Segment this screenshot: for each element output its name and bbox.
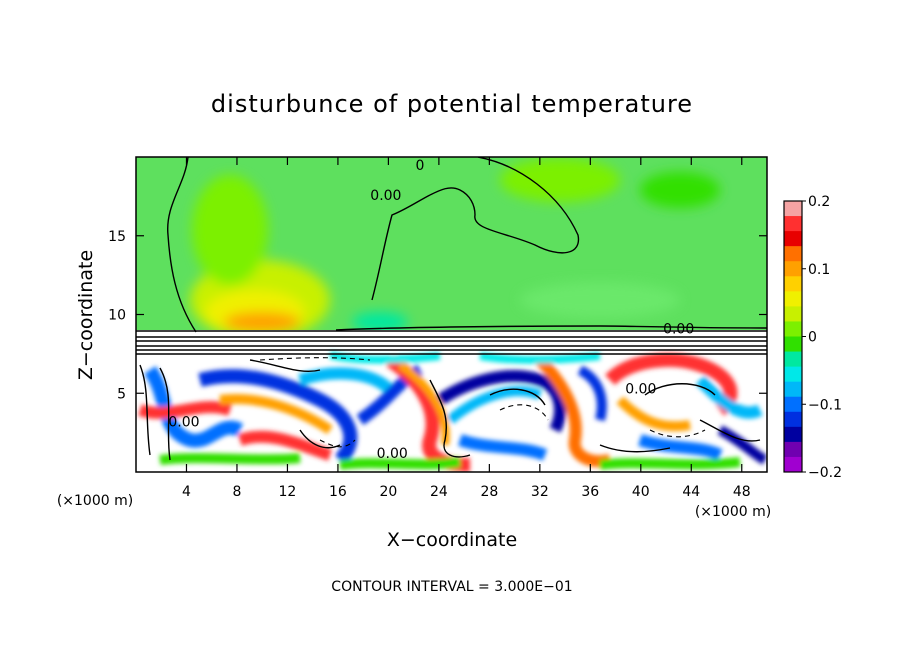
x-tick-label: 20 [379, 484, 397, 500]
colorbar-tick-label: −0.1 [808, 397, 842, 413]
colorbar-swatch [784, 366, 802, 383]
colorbar-swatch [784, 456, 802, 473]
y-tick-label: 5 [117, 386, 126, 402]
contour-label: 0.00 [625, 382, 656, 398]
colorbar-swatch [784, 231, 802, 247]
colorbar-swatch [784, 426, 802, 443]
x-tick-label: 48 [733, 484, 751, 500]
x-tick-label: 4 [182, 484, 191, 500]
upper-field-anomalies [190, 158, 720, 340]
contour-label: 0.00 [663, 322, 694, 338]
colorbar-tick-label: 0 [808, 330, 817, 346]
colorbar-swatch [784, 411, 802, 428]
x-tick-label: 44 [682, 484, 700, 500]
colorbar-tick-label: 0.1 [808, 262, 830, 278]
colorbar-swatch [784, 351, 802, 368]
contour-label: 0.00 [377, 446, 408, 462]
contour-label: 0.00 [168, 415, 199, 431]
contour-label: 0 [415, 158, 424, 174]
x-unit-label-right: (×1000 m) [695, 504, 771, 520]
y-axis-label: Z−coordinate [75, 250, 97, 380]
x-unit-label-left: (×1000 m) [57, 493, 133, 509]
colorbar-swatch [784, 246, 802, 262]
colorbar-swatch [784, 396, 802, 413]
x-tick-label: 16 [329, 484, 347, 500]
colorbar-tick-label: 0.2 [808, 194, 830, 210]
chart-title: disturbunce of potential temperature [211, 90, 693, 118]
colorbar-swatch [784, 291, 802, 307]
colorbar-tick-label: −0.2 [808, 465, 842, 481]
lower-field-swirls [138, 351, 767, 472]
y-axis-ticks: 5 10 15 [108, 229, 767, 402]
x-tick-label: 32 [531, 484, 549, 500]
y-tick-label: 15 [108, 229, 126, 245]
colorbar-swatch [784, 201, 802, 217]
colorbar-swatch [784, 276, 802, 292]
x-tick-label: 28 [480, 484, 498, 500]
colorbar: 0.2 0.1 0 −0.1 −0.2 [783, 194, 842, 481]
y-tick-label: 10 [108, 308, 126, 324]
contour-lines [136, 157, 767, 461]
x-tick-label: 24 [430, 484, 448, 500]
x-tick-label: 8 [232, 484, 241, 500]
colorbar-swatch [784, 306, 802, 322]
contour-labels: 0.00 0 0.00 0.00 0.00 0.00 [168, 158, 694, 462]
colorbar-swatch [784, 441, 802, 458]
x-axis-label: X−coordinate [387, 529, 517, 551]
colorbar-swatch [784, 321, 802, 337]
contour-interval-note: CONTOUR INTERVAL = 3.000E−01 [331, 579, 572, 595]
contour-label: 0.00 [370, 188, 401, 204]
dashed-contours [259, 357, 706, 448]
colorbar-swatch [784, 381, 802, 398]
colorbar-swatch [784, 336, 802, 353]
colorbar-swatch [784, 261, 802, 277]
x-tick-label: 36 [581, 484, 599, 500]
plot-area [136, 157, 767, 472]
colorbar-swatch [784, 216, 802, 232]
x-axis-ticks: 4 8 12 16 20 24 28 32 36 40 44 48 [182, 157, 751, 500]
x-tick-label: 40 [632, 484, 650, 500]
x-tick-label: 12 [279, 484, 297, 500]
